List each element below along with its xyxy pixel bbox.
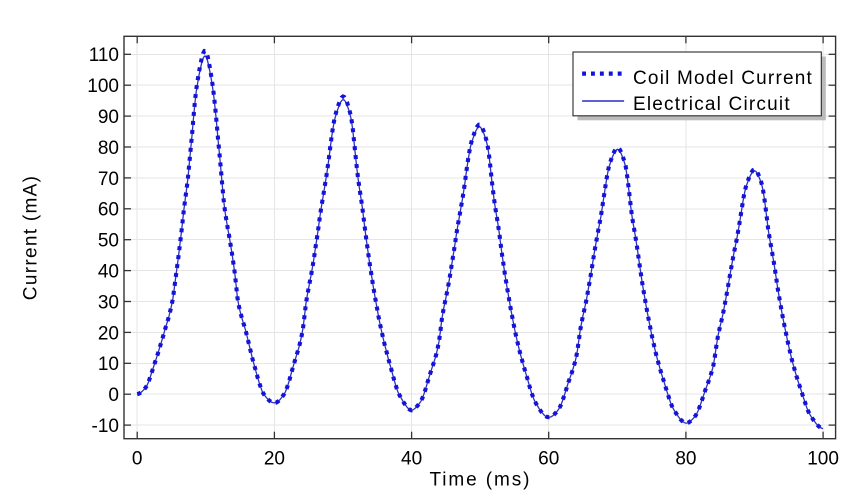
svg-text:40: 40 (401, 448, 422, 469)
svg-text:40: 40 (98, 262, 119, 283)
svg-text:50: 50 (98, 231, 119, 252)
svg-text:60: 60 (538, 448, 559, 469)
svg-text:-10: -10 (92, 416, 119, 437)
svg-text:80: 80 (675, 448, 696, 469)
svg-text:Electrical Circuit: Electrical Circuit (633, 94, 791, 115)
svg-text:60: 60 (98, 200, 119, 221)
svg-text:100: 100 (87, 76, 119, 97)
svg-text:Time (ms): Time (ms) (429, 470, 531, 491)
svg-text:Coil Model Current: Coil Model Current (633, 68, 813, 89)
svg-text:30: 30 (98, 292, 119, 313)
svg-text:70: 70 (98, 169, 119, 190)
svg-text:90: 90 (98, 107, 119, 128)
svg-text:110: 110 (89, 45, 119, 66)
svg-text:80: 80 (98, 138, 119, 159)
svg-text:10: 10 (98, 354, 119, 375)
svg-text:20: 20 (264, 448, 285, 469)
svg-text:Current (mA): Current (mA) (21, 175, 42, 300)
svg-text:0: 0 (132, 448, 143, 469)
svg-text:20: 20 (98, 323, 119, 344)
svg-text:100: 100 (807, 448, 839, 469)
svg-text:0: 0 (108, 385, 119, 406)
